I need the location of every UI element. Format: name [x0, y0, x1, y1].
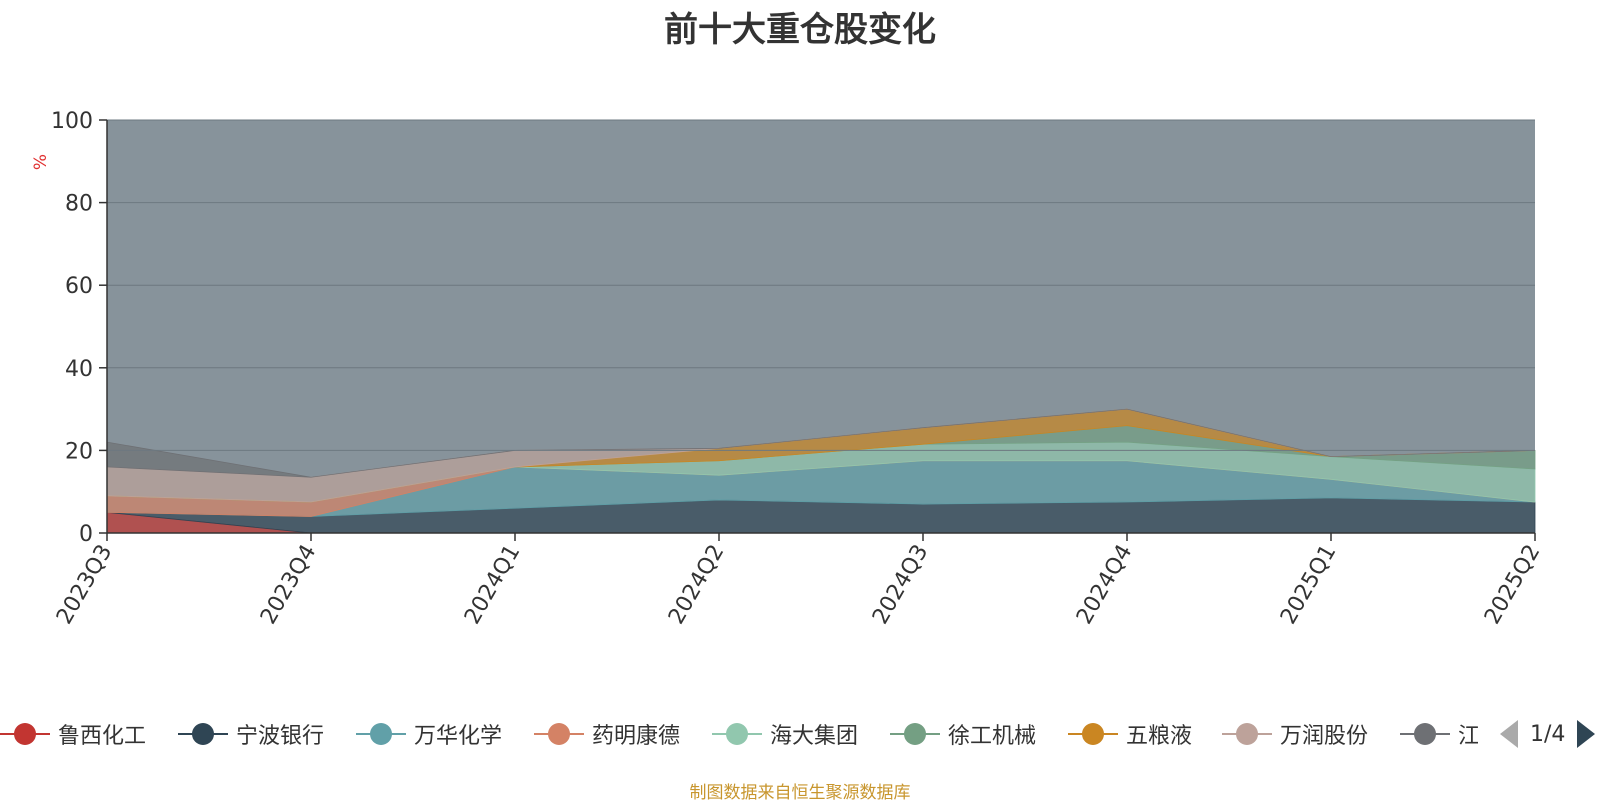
- x-tick-label-2: 2024Q1: [460, 541, 525, 629]
- source-note: 制图数据来自恒生聚源数据库: [689, 783, 911, 803]
- pager-next-icon[interactable]: [1577, 720, 1596, 748]
- legend-item-7[interactable]: 万润股份: [1222, 716, 1368, 752]
- legend-label: 五粮液: [1126, 724, 1193, 749]
- legend-label: 海大集团: [770, 724, 859, 749]
- x-tick-label-7: 2025Q2: [1480, 541, 1545, 629]
- y-tick-label-5: 100: [51, 109, 93, 134]
- x-tick-label-1: 2023Q4: [256, 541, 321, 629]
- x-tick-label-6: 2025Q1: [1276, 541, 1341, 629]
- legend-label: 药明康德: [592, 724, 681, 749]
- legend-swatch-icon: [1400, 722, 1450, 746]
- legend-swatch-icon: [534, 722, 584, 746]
- legend-label: 江苏银行: [1458, 724, 1478, 749]
- legend-swatch-icon: [1222, 722, 1272, 746]
- pager-prev-icon[interactable]: [1500, 720, 1518, 748]
- legend-item-1[interactable]: 宁波银行: [178, 716, 324, 752]
- legend-item-5[interactable]: 徐工机械: [890, 716, 1036, 752]
- legend-item-6[interactable]: 五粮液: [1068, 716, 1192, 752]
- legend-label: 鲁西化工: [58, 724, 147, 749]
- y-tick-label-2: 40: [65, 357, 93, 382]
- legend-label: 万华化学: [414, 724, 503, 749]
- x-tick-label-5: 2024Q4: [1072, 541, 1137, 629]
- legend-label: 徐工机械: [948, 724, 1037, 749]
- chart-title: 前十大重仓股变化: [664, 10, 936, 50]
- pager-page-text: 1/4: [1530, 721, 1566, 747]
- y-axis-label: %: [31, 154, 51, 170]
- x-tick-label-3: 2024Q2: [664, 541, 729, 629]
- legend-swatch-icon: [890, 722, 940, 746]
- legend-swatch-icon: [712, 722, 762, 746]
- legend: 鲁西化工 宁波银行 万华化学 药明康德 海大集团 徐工机械 五粮液 万润股份 江苏银行 1/4: [0, 716, 1600, 752]
- legend-item-4[interactable]: 海大集团: [712, 716, 858, 752]
- y-tick-label-0: 0: [79, 522, 93, 547]
- legend-label: 宁波银行: [236, 724, 325, 749]
- stacked-bands: [106, 408, 1536, 534]
- legend-item-2[interactable]: 万华化学: [356, 716, 502, 752]
- legend-item-8[interactable]: 江苏银行: [1400, 716, 1478, 752]
- legend-label: 万润股份: [1280, 724, 1369, 749]
- legend-swatch-icon: [356, 722, 406, 746]
- x-tick-label-4: 2024Q3: [868, 541, 933, 629]
- y-tick-label-4: 80: [65, 192, 93, 217]
- legend-item-0[interactable]: 鲁西化工: [0, 716, 146, 752]
- legend-pager: 1/4: [1500, 716, 1596, 752]
- y-tick-label-1: 20: [65, 439, 93, 464]
- legend-swatch-icon: [1068, 722, 1118, 746]
- grid-lines: [107, 119, 1535, 451]
- legend-item-3[interactable]: 药明康德: [534, 716, 680, 752]
- legend-swatch-icon: [0, 722, 50, 746]
- area-band-8: [106, 408, 1536, 478]
- y-tick-label-3: 60: [65, 274, 93, 299]
- legend-items: 鲁西化工 宁波银行 万华化学 药明康德 海大集团 徐工机械 五粮液 万润股份 江苏银行: [0, 716, 1478, 752]
- legend-swatch-icon: [178, 722, 228, 746]
- x-tick-label-0: 2023Q3: [52, 541, 117, 629]
